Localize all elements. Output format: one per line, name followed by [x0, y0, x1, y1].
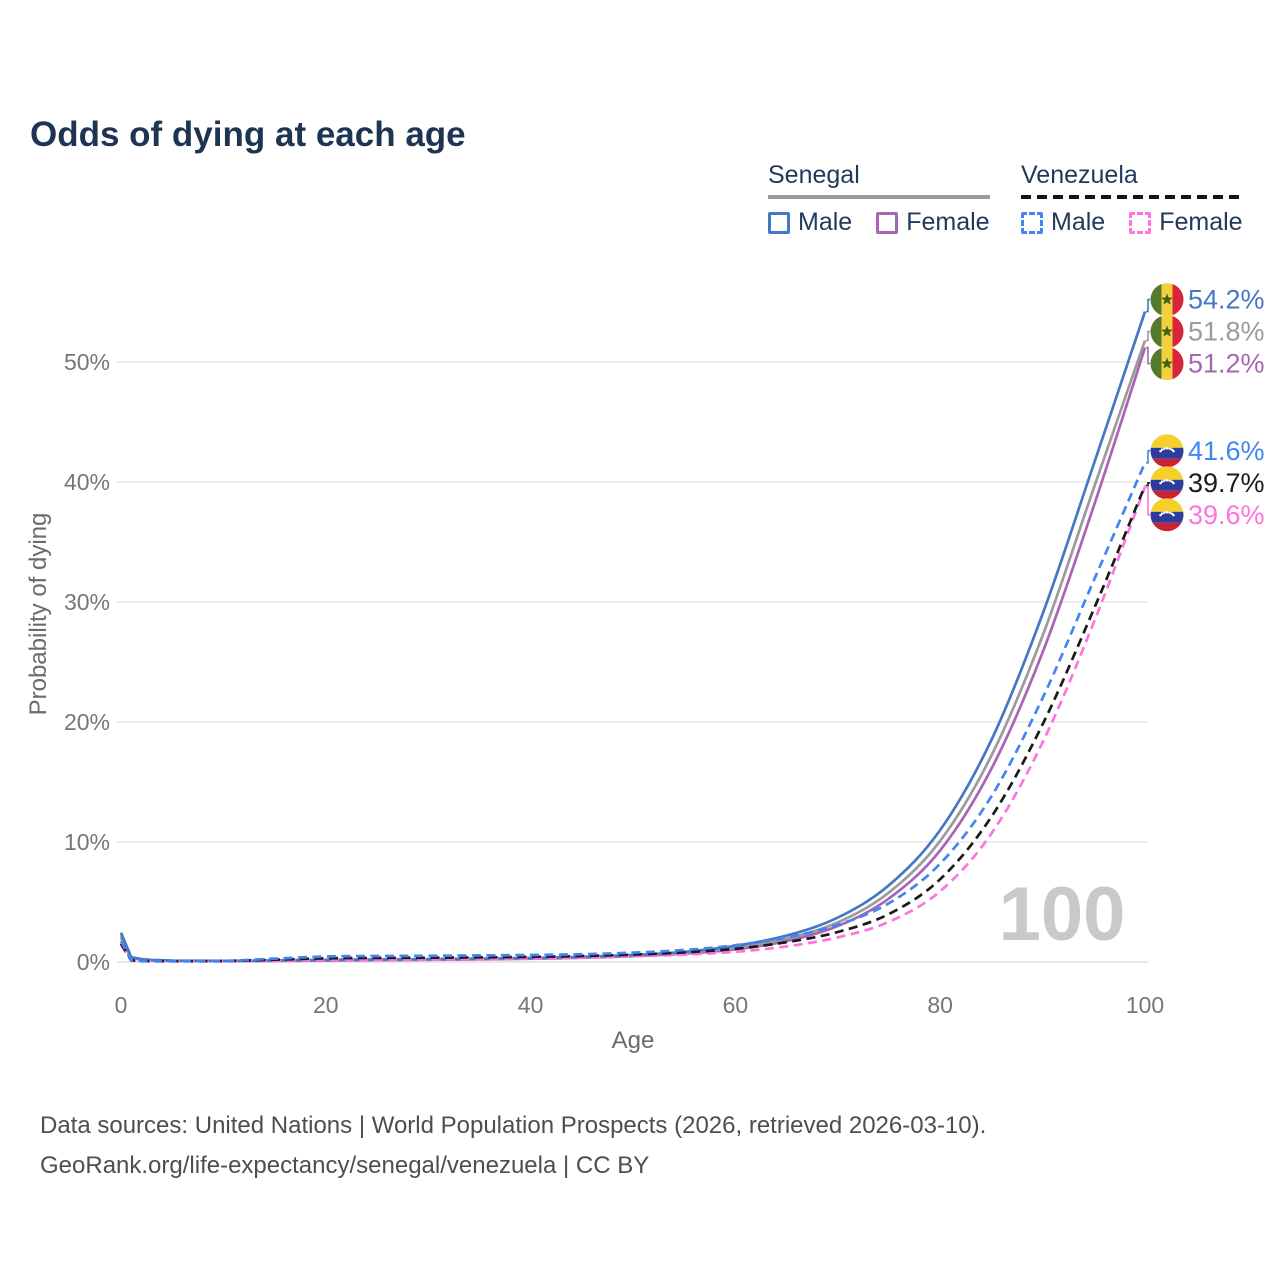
label-connector	[1146, 486, 1150, 516]
legend-item-senegal-male[interactable]: Male	[768, 208, 852, 237]
legend-group-senegal: Senegal Male Female	[768, 161, 990, 237]
venezuela-male-swatch-icon[interactable]	[1021, 211, 1043, 234]
end-value-label-senegal-both-sexes: 51.8%	[1188, 317, 1265, 347]
series-line-venezuela-both-sexes	[119, 485, 1147, 963]
label-connector	[1146, 346, 1150, 365]
gridlines	[117, 361, 1148, 963]
series-line-senegal-male	[119, 311, 1147, 963]
label-connector	[1146, 298, 1150, 313]
venezuela-flag-icon	[1150, 466, 1184, 500]
source-url-line: GeoRank.org/life-expectancy/senegal/vene…	[40, 1152, 650, 1179]
x-axis-tick-labels: 0 20 40 60 80 100	[115, 992, 1165, 1018]
end-value-label-senegal-male: 54.2%	[1188, 285, 1265, 315]
senegal-male-label: Male	[798, 208, 853, 236]
svg-text:40: 40	[518, 992, 544, 1018]
label-connector	[1146, 330, 1150, 342]
svg-text:30%: 30%	[64, 589, 110, 615]
venezuela-flag-icon	[1150, 498, 1184, 532]
y-axis-title: Probability of dying	[25, 513, 52, 716]
legend-item-venezuela-male[interactable]: Male	[1021, 208, 1105, 237]
senegal-flag-icon	[1150, 315, 1184, 349]
svg-text:10%: 10%	[64, 829, 110, 855]
series-line-venezuela-female	[119, 486, 1147, 963]
legend-group-venezuela-title: Venezuela	[1021, 161, 1138, 189]
venezuela-line-style-sample	[1021, 195, 1243, 199]
end-value-label-senegal-female: 51.2%	[1188, 349, 1265, 379]
series-line-venezuela-male	[119, 462, 1147, 963]
svg-text:60: 60	[723, 992, 749, 1018]
end-value-label-venezuela-both-sexes: 39.7%	[1188, 468, 1265, 498]
legend: Senegal Male Female Venezuela	[0, 161, 1280, 241]
legend-item-senegal-female[interactable]: Female	[876, 208, 990, 237]
age-counter-watermark: 100	[999, 872, 1126, 957]
senegal-flag-icon	[1150, 283, 1184, 317]
page-title: Odds of dying at each age	[30, 115, 466, 155]
end-value-annotations: 54.2%51.8%51.2% 41.6%39.7%39.6%	[1146, 283, 1265, 532]
label-connector	[1146, 482, 1150, 487]
senegal-female-label: Female	[906, 208, 990, 236]
mortality-curves	[119, 311, 1147, 963]
svg-text:40%: 40%	[64, 469, 110, 495]
svg-text:20%: 20%	[64, 709, 110, 735]
svg-text:50%: 50%	[64, 349, 110, 375]
venezuela-female-swatch-icon[interactable]	[1129, 211, 1152, 234]
legend-item-venezuela-female[interactable]: Female	[1129, 208, 1243, 237]
venezuela-male-label: Male	[1051, 208, 1106, 236]
senegal-line-style-sample	[768, 195, 990, 199]
line-chart: 0% 10% 20% 30% 40% 50% 0 20 40 60 80 100 Probabili…	[25, 283, 1265, 1054]
legend-group-senegal-title: Senegal	[768, 161, 860, 189]
svg-text:0%: 0%	[77, 949, 110, 975]
end-value-label-venezuela-male: 41.6%	[1188, 436, 1265, 466]
svg-text:20: 20	[313, 992, 339, 1018]
series-line-senegal-both-sexes	[119, 339, 1147, 963]
svg-text:80: 80	[927, 992, 953, 1018]
senegal-flag-icon	[1150, 347, 1184, 381]
svg-text:0: 0	[115, 992, 128, 1018]
footer: Data sources: United Nations | World Pop…	[40, 1106, 986, 1186]
y-axis-tick-labels: 0% 10% 20% 30% 40% 50%	[64, 349, 110, 975]
venezuela-female-label: Female	[1159, 208, 1243, 236]
legend-group-venezuela: Venezuela Male Female	[1021, 161, 1243, 237]
senegal-female-swatch-icon[interactable]	[876, 211, 899, 234]
venezuela-flag-icon	[1150, 434, 1184, 468]
end-value-label-venezuela-female: 39.6%	[1188, 500, 1265, 530]
svg-text:100: 100	[1126, 992, 1164, 1018]
x-axis-title: Age	[612, 1027, 655, 1054]
label-connector	[1146, 450, 1150, 464]
data-sources-line: Data sources: United Nations | World Pop…	[40, 1112, 987, 1139]
series-line-senegal-female	[119, 347, 1147, 963]
senegal-male-swatch-icon[interactable]	[768, 211, 790, 234]
